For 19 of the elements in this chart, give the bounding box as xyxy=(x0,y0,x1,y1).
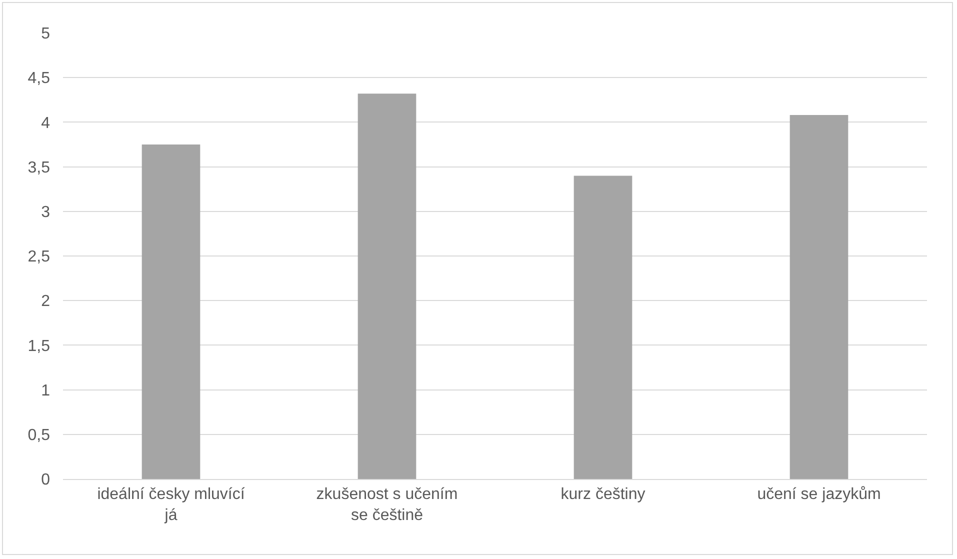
bar xyxy=(574,176,632,479)
y-tick-label: 3,5 xyxy=(28,159,50,176)
y-tick-label: 0 xyxy=(41,472,50,489)
y-tick-label: 2,5 xyxy=(28,248,50,266)
y-tick-label: 4,5 xyxy=(28,70,50,88)
x-tick-label: kurz češtiny xyxy=(560,486,646,504)
x-tick-label: učení se jazykům xyxy=(757,486,881,504)
y-tick-label: 4 xyxy=(41,114,50,132)
x-tick-label: zkušenost s učením se češtině xyxy=(316,486,458,524)
bar xyxy=(790,115,848,479)
x-tick-label: ideální česky mluvící já xyxy=(97,486,246,524)
bar xyxy=(142,144,200,479)
y-tick-label: 5 xyxy=(41,26,50,43)
bar xyxy=(358,94,416,479)
y-tick-label: 3 xyxy=(41,204,50,221)
y-tick-label: 1,5 xyxy=(28,338,50,355)
y-tick-label: 2 xyxy=(41,293,50,310)
y-tick-label: 1 xyxy=(41,382,50,400)
y-tick-label: 0,5 xyxy=(28,427,50,444)
